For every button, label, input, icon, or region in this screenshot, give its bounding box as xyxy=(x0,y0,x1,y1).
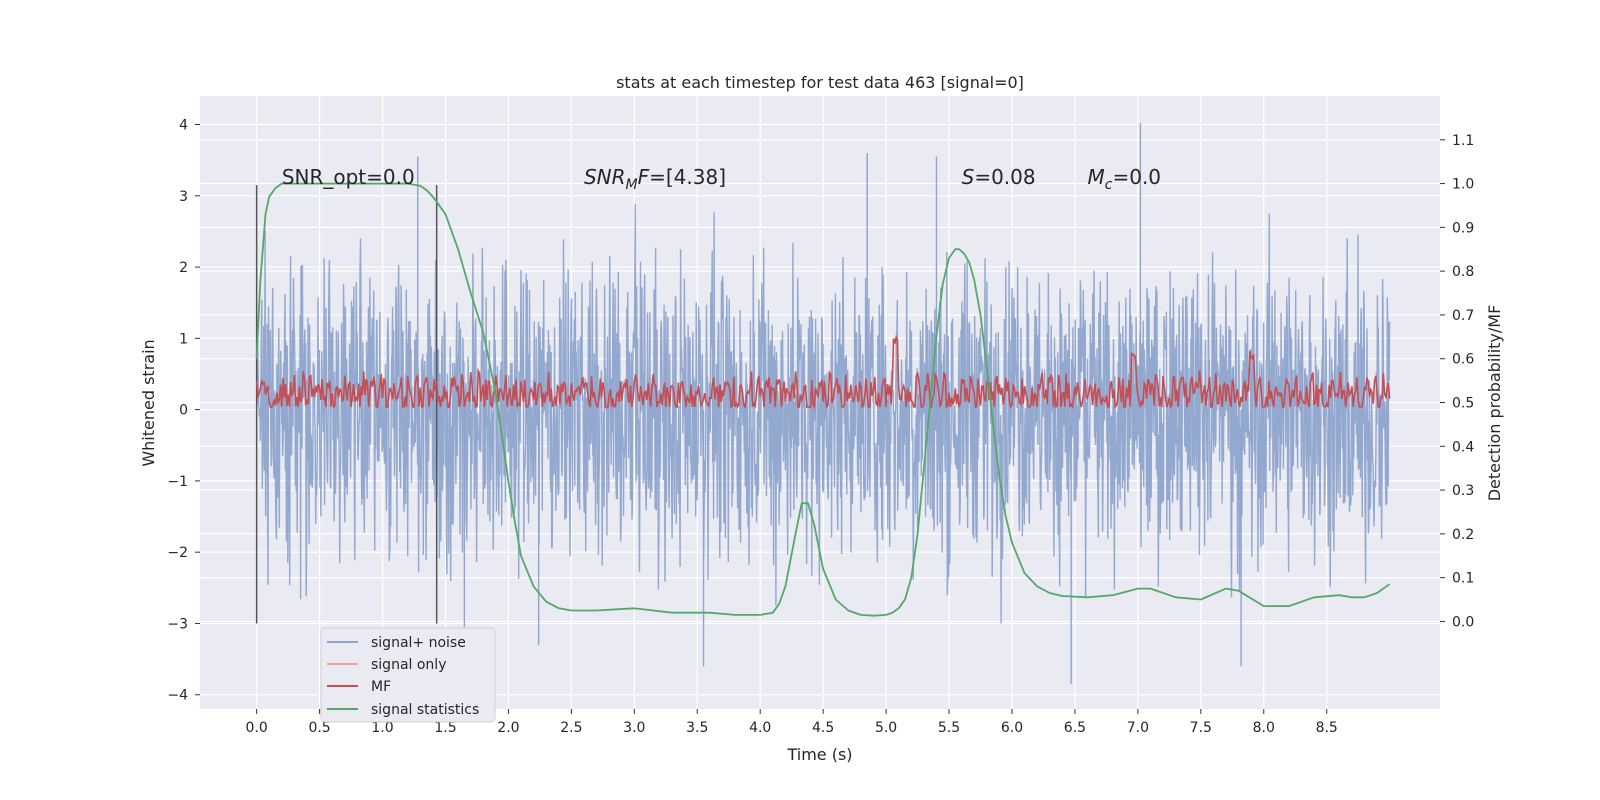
x-tick-label: 3.5 xyxy=(686,720,708,736)
x-tick-label: 3.0 xyxy=(623,720,645,736)
y-left-tick-label: −1 xyxy=(167,474,188,490)
y-right-tick-label: 0.2 xyxy=(1452,527,1474,543)
legend-label-signal-noise: signal+ noise xyxy=(371,635,466,651)
y-right-tick-label: 0.3 xyxy=(1452,483,1474,499)
y-right-tick-label: 0.4 xyxy=(1452,439,1474,455)
y-right-tick-label: 1.0 xyxy=(1452,177,1474,193)
x-tick-label: 6.0 xyxy=(1001,720,1023,736)
signal-statistics-series xyxy=(255,182,1391,617)
x-axis-ticks: 0.0 0.5 1.0 1.5 2.0 2.5 3.0 3.5 4.0 4.5 5.0 5.5 6.0 6… xyxy=(246,709,1338,736)
x-tick-label: 5.5 xyxy=(938,720,960,736)
x-tick-label: 5.0 xyxy=(875,720,897,736)
y-right-tick-label: 0.1 xyxy=(1452,571,1474,587)
x-tick-label: 4.0 xyxy=(749,720,771,736)
x-axis-label: Time (s) xyxy=(786,745,852,764)
x-tick-label: 1.5 xyxy=(434,720,456,736)
mf-series xyxy=(255,334,1391,410)
x-tick-label: 6.5 xyxy=(1064,720,1086,736)
annotation-text: SNRMF=[4.38] xyxy=(584,165,726,193)
y-left-tick-label: 4 xyxy=(179,118,188,134)
x-tick-label: 2.5 xyxy=(560,720,582,736)
x-tick-label: 0.5 xyxy=(308,720,330,736)
signal-noise-series xyxy=(255,123,1391,685)
y-left-axis-ticks: −4 −3 −2 −1 0 1 2 3 4 xyxy=(167,118,200,704)
x-tick-label: 7.0 xyxy=(1127,720,1149,736)
legend: signal+ noise signal only MF signal stat… xyxy=(320,627,496,723)
y-right-axis-ticks: 0.0 0.1 0.2 0.3 0.4 0.5 0.6 0.7 0.8 0.9 1.0 1.1 xyxy=(1440,133,1474,630)
annotation-text: SNR_opt=0.0 xyxy=(282,165,415,189)
chart-title: stats at each timestep for test data 463… xyxy=(616,73,1024,92)
y-left-tick-label: 0 xyxy=(179,403,188,419)
x-tick-label: 0.0 xyxy=(246,720,268,736)
annotations: SNR_opt=0.0 SNRMF=[4.38] S=0.08 Mc=0.0 xyxy=(282,165,1161,193)
mf-line xyxy=(255,334,1391,410)
y-left-tick-label: −4 xyxy=(167,688,188,704)
x-tick-label: 7.5 xyxy=(1190,720,1212,736)
y-right-tick-label: 0.8 xyxy=(1452,264,1474,280)
y-right-axis-label: Detection probability/MF xyxy=(1485,305,1504,502)
y-right-tick-label: 0.6 xyxy=(1452,352,1474,368)
y-left-axis-label: Whitened strain xyxy=(139,339,158,466)
legend-label-signal-only: signal only xyxy=(371,657,446,673)
y-right-tick-label: 0.0 xyxy=(1452,614,1474,630)
y-left-tick-label: 3 xyxy=(179,189,188,205)
legend-label-mf: MF xyxy=(371,679,391,695)
annotation-text: S=0.08 xyxy=(962,165,1036,189)
y-right-tick-label: 1.1 xyxy=(1452,133,1474,149)
y-left-tick-label: 2 xyxy=(179,260,188,276)
y-left-tick-label: 1 xyxy=(179,331,188,347)
x-tick-label: 4.5 xyxy=(812,720,834,736)
signal-statistics-line xyxy=(255,182,1391,617)
legend-box xyxy=(320,627,496,723)
y-right-tick-label: 0.9 xyxy=(1452,220,1474,236)
x-tick-label: 8.5 xyxy=(1316,720,1338,736)
y-left-tick-label: −2 xyxy=(167,545,188,561)
y-left-tick-label: −3 xyxy=(167,616,188,632)
y-right-tick-label: 0.7 xyxy=(1452,308,1474,324)
y-right-tick-label: 0.5 xyxy=(1452,396,1474,412)
x-tick-label: 8.0 xyxy=(1253,720,1275,736)
x-tick-label: 1.0 xyxy=(371,720,393,736)
x-tick-label: 2.0 xyxy=(497,720,519,736)
window-lines xyxy=(255,185,438,624)
signal-noise-line xyxy=(255,203,1391,624)
annotation-text: Mc=0.0 xyxy=(1088,165,1162,193)
legend-label-signal-statistics: signal statistics xyxy=(371,702,479,718)
